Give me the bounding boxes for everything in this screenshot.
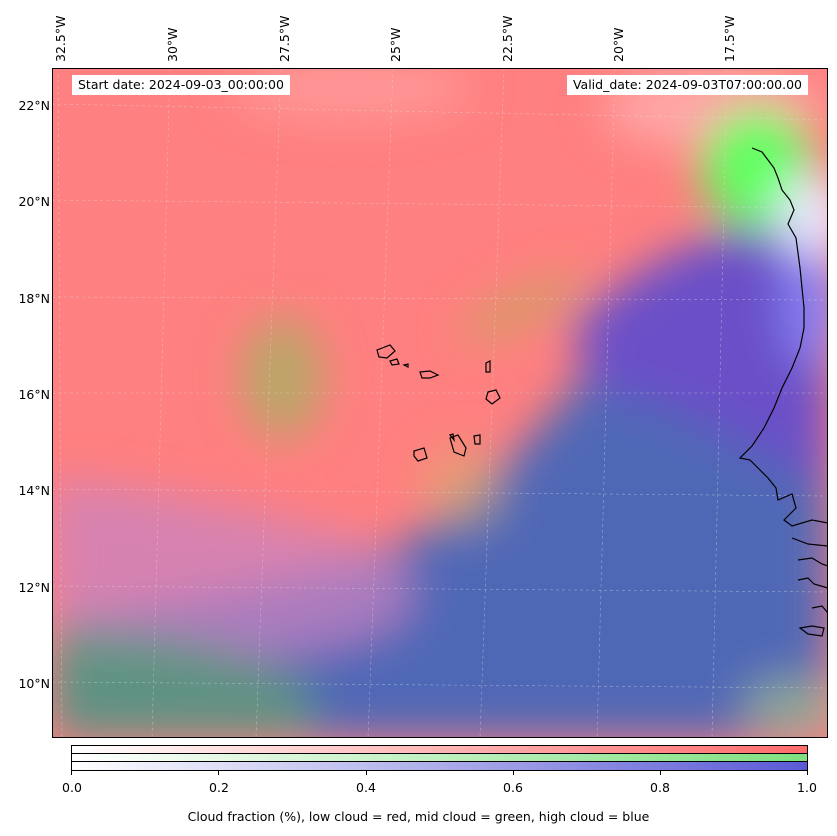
colorbar-high-cloud	[72, 762, 807, 770]
colorbar	[71, 745, 808, 771]
colorbar-low-cloud	[72, 746, 807, 754]
colorbar-tick-4: 0.8	[650, 780, 670, 795]
lon-label-22-5w: 22.5°W	[500, 15, 515, 62]
colorbar-tick-1: 0.2	[209, 780, 229, 795]
colorbar-tick-0: 0.0	[62, 780, 82, 795]
colorbar-tick-2: 0.4	[356, 780, 376, 795]
map-border	[52, 68, 828, 738]
graticule	[52, 68, 828, 738]
lat-label-20n: 20°N	[18, 194, 50, 209]
colorbar-mid-cloud	[72, 754, 807, 762]
cape-verde-islands	[376, 344, 501, 462]
colorbar-label: Cloud fraction (%), low cloud = red, mid…	[187, 809, 650, 824]
lon-label-30w: 30°W	[165, 27, 180, 62]
valid-date-label: Valid_date: 2024-09-03T07:00:00.00	[566, 75, 808, 95]
high-cloud-purple	[572, 226, 828, 488]
africa-coastline	[738, 147, 828, 637]
lat-label-10n: 10°N	[18, 676, 50, 691]
lon-label-32-5w: 32.5°W	[53, 15, 68, 62]
lat-label-14n: 14°N	[18, 483, 50, 498]
colorbar-tick-3: 0.6	[503, 780, 523, 795]
lon-label-17-5w: 17.5°W	[722, 15, 737, 62]
lat-label-18n: 18°N	[18, 291, 50, 306]
lon-label-20w: 20°W	[611, 27, 626, 62]
lat-label-22n: 22°N	[18, 98, 50, 113]
cloud-fraction-map	[52, 68, 828, 738]
start-date-label: Start date: 2024-09-03_00:00:00	[72, 75, 290, 95]
lat-label-12n: 12°N	[18, 580, 50, 595]
map-canvas	[52, 68, 828, 738]
lon-label-27-5w: 27.5°W	[277, 15, 292, 62]
colorbar-tick-5: 1.0	[797, 780, 817, 795]
lat-label-16n: 16°N	[18, 387, 50, 402]
lon-label-25w: 25°W	[388, 27, 403, 62]
